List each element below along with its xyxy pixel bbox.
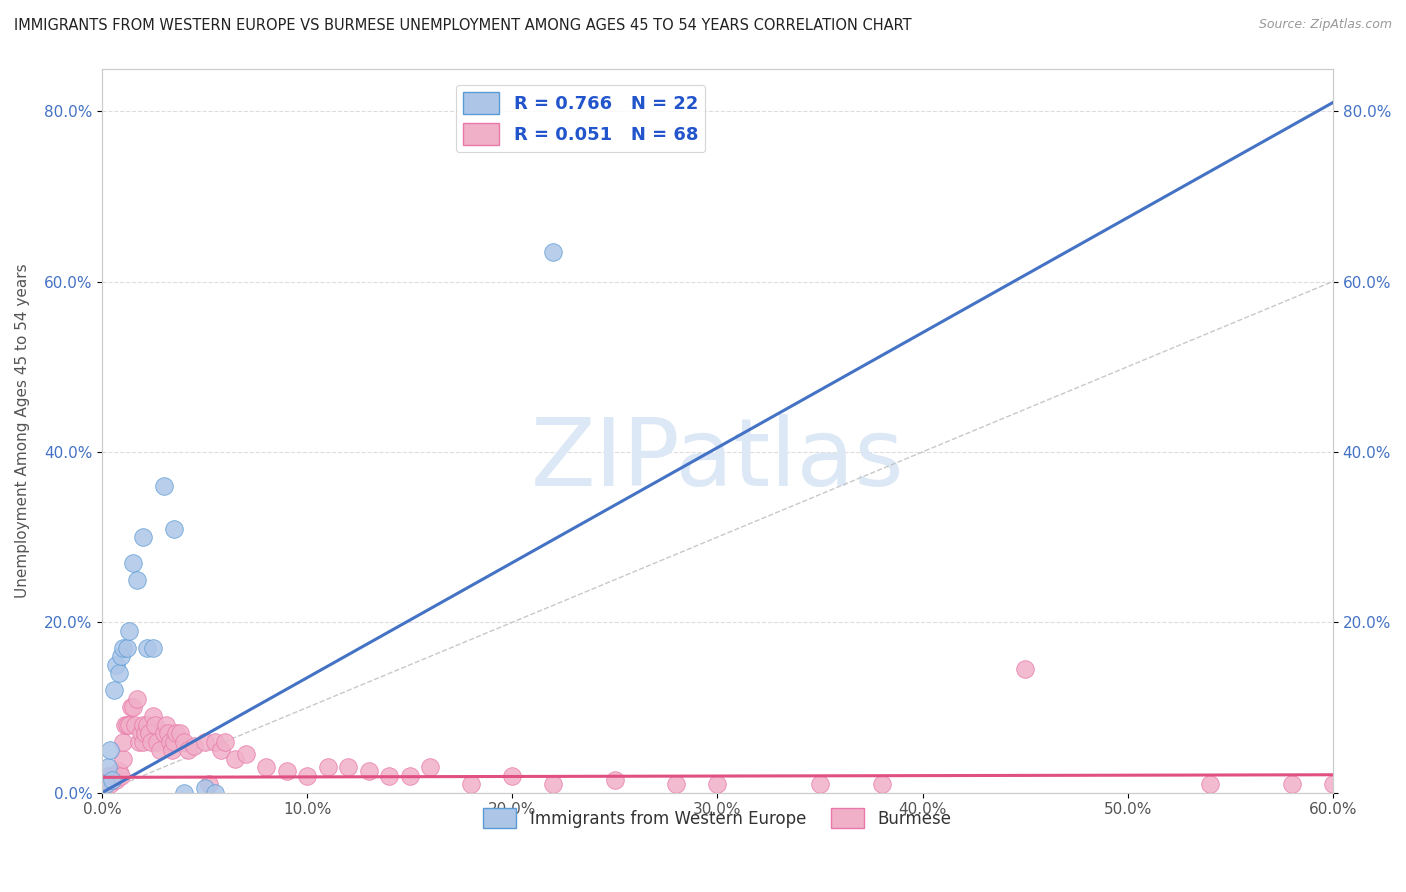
Point [197,777,219,791]
Point [136,640,159,655]
Point [110,769,132,783]
Point [183,739,205,753]
Point [1198,777,1220,791]
Point [159,734,181,748]
Point [214,734,236,748]
Point [870,777,893,791]
Point [316,760,339,774]
Point [142,640,165,655]
Point [134,726,156,740]
Point [115,640,138,655]
Text: Source: ZipAtlas.com: Source: ZipAtlas.com [1258,18,1392,31]
Point [357,764,380,779]
Point [808,777,831,791]
Point [115,717,138,731]
Point [254,760,277,774]
Point [136,717,159,731]
Point [114,717,136,731]
Point [543,777,565,791]
Point [177,743,200,757]
Point [276,764,298,779]
Point [297,769,319,783]
Point [398,769,420,783]
Point [97,769,120,783]
Point [97,760,120,774]
Point [105,772,128,787]
Point [105,657,128,672]
Point [118,624,141,638]
Point [204,786,226,800]
Point [122,700,145,714]
Point [173,786,195,800]
Point [194,734,217,748]
Text: IMMIGRANTS FROM WESTERN EUROPE VS BURMESE UNEMPLOYMENT AMONG AGES 45 TO 54 YEARS: IMMIGRANTS FROM WESTERN EUROPE VS BURMES… [14,18,911,33]
Point [665,777,688,791]
Point [163,734,186,748]
Point [204,734,226,748]
Point [378,769,401,783]
Point [118,717,141,731]
Text: ZIPatlas: ZIPatlas [530,414,904,506]
Point [111,734,134,748]
Point [152,726,174,740]
Point [96,777,118,791]
Point [103,772,125,787]
Point [194,781,217,796]
Point [124,717,146,731]
Point [132,717,155,731]
Point [111,640,134,655]
Point [128,734,150,748]
Point [110,649,132,664]
Point [1281,777,1303,791]
Point [132,530,155,544]
Point [156,726,179,740]
Point [111,751,134,765]
Point [235,747,257,762]
Point [163,522,186,536]
Point [165,726,187,740]
Point [146,734,169,748]
Point [125,692,148,706]
Y-axis label: Unemployment Among Ages 45 to 54 years: Unemployment Among Ages 45 to 54 years [15,263,30,598]
Point [169,726,191,740]
Point [337,760,360,774]
Point [138,726,160,740]
Point [132,734,155,748]
Point [543,244,565,259]
Point [107,764,129,779]
Point [98,743,121,757]
Point [603,772,626,787]
Point [142,709,165,723]
Point [141,734,163,748]
Point [107,666,129,681]
Point [224,751,246,765]
Point [152,479,174,493]
Point [98,777,121,791]
Point [145,717,167,731]
Point [96,777,118,791]
Point [1014,662,1036,676]
Legend: Immigrants from Western Europe, Burmese: Immigrants from Western Europe, Burmese [477,801,959,835]
Point [129,726,152,740]
Point [101,772,124,787]
Point [209,743,232,757]
Point [155,717,177,731]
Point [101,769,124,783]
Point [460,777,482,791]
Point [160,743,183,757]
Point [1322,777,1344,791]
Point [120,700,142,714]
Point [501,769,523,783]
Point [173,734,195,748]
Point [122,556,145,570]
Point [125,573,148,587]
Point [103,683,125,698]
Point [419,760,441,774]
Point [706,777,728,791]
Point [148,743,170,757]
